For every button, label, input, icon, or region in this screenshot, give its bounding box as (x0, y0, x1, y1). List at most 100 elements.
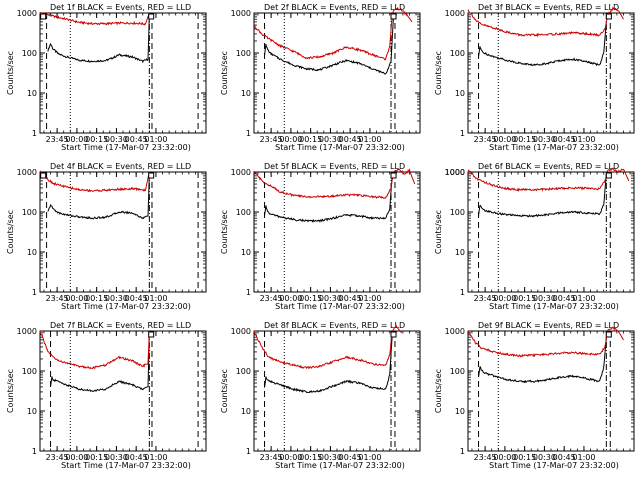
x-tick-label: 23:45 (46, 135, 69, 144)
y-tick-label: 1 (32, 447, 37, 456)
plot-frame (467, 12, 635, 134)
x-axis-label: Start Time (17-Mar-07 23:32:00) (275, 143, 405, 152)
y-tick-label: 100 (236, 208, 251, 217)
x-tick-label: 00:15 (513, 453, 536, 462)
x-tick-label: 00:30 (319, 453, 342, 462)
y-axis-label: Counts/sec (6, 51, 15, 95)
x-tick-label: 00:15 (513, 135, 536, 144)
x-tick-label: 00:15 (513, 294, 536, 303)
x-axis-label: Start Time (17-Mar-07 23:32:00) (489, 461, 619, 470)
plot-panel: Det 1f BLACK = Events, RED = LLD 1 10 100 10… (6, 3, 207, 152)
series-lld-line (467, 6, 624, 38)
x-axis-label: Start Time (17-Mar-07 23:32:00) (61, 461, 191, 470)
y-tick-label: 1000 (231, 9, 251, 18)
y-tick-label: 1000 (17, 168, 37, 177)
plot-title: Det 1f BLACK = Events, RED = LLD (50, 3, 191, 12)
series-events-line (478, 173, 607, 218)
x-tick-label: 00:30 (533, 294, 556, 303)
plot-frame (467, 330, 635, 452)
x-axis-label: Start Time (17-Mar-07 23:32:00) (61, 302, 191, 311)
x-axis-label: Start Time (17-Mar-07 23:32:00) (61, 143, 191, 152)
y-axis-label: Counts/sec (220, 51, 229, 95)
series-lld-line (467, 326, 624, 358)
x-tick-label: 23:45 (260, 135, 283, 144)
y-tick-label: 10 (455, 407, 465, 416)
y-tick-label: 100 (22, 367, 37, 376)
x-tick-label: 23:45 (260, 453, 283, 462)
y-tick-label: 1 (460, 288, 465, 297)
saa-marker (40, 13, 47, 20)
y-tick-label: 1 (32, 288, 37, 297)
y-tick-label: 10 (241, 248, 251, 257)
x-tick-label: 00:15 (85, 294, 108, 303)
x-tick-label: 00:30 (319, 294, 342, 303)
series-lld-line (253, 6, 413, 61)
y-tick-label: 100 (22, 208, 37, 217)
plot-title: Det 5f BLACK = Events, RED = LLD (264, 162, 405, 171)
x-tick-label: 00:15 (299, 453, 322, 462)
x-tick-label: 00:45 (125, 135, 148, 144)
plot-panel: Det 8f BLACK = Events, RED = LLD 1 10 100 10… (220, 321, 421, 470)
x-tick-label: 00:00 (493, 135, 516, 144)
saa-marker (390, 172, 397, 179)
x-tick-label: 01:00 (572, 453, 595, 462)
series-events-line (47, 173, 150, 220)
series-events-line (50, 332, 150, 393)
y-tick-label: 1000 (445, 327, 465, 336)
x-tick-label: 23:45 (474, 294, 497, 303)
y-tick-label: 100 (450, 208, 465, 217)
x-tick-label: 00:45 (553, 453, 576, 462)
x-tick-label: 00:30 (533, 135, 556, 144)
y-tick-label: 100 (236, 367, 251, 376)
x-tick-label: 00:45 (553, 294, 576, 303)
x-tick-label: 00:00 (65, 294, 88, 303)
y-axis-label: Counts/sec (434, 210, 443, 254)
x-tick-label: 01:00 (144, 135, 167, 144)
plot-title: Det 9f BLACK = Events, RED = LLD (478, 321, 619, 330)
y-tick-label: 10 (27, 89, 37, 98)
x-tick-label: 00:45 (339, 294, 362, 303)
x-axis-label: Start Time (17-Mar-07 23:32:00) (489, 302, 619, 311)
x-tick-label: 00:45 (553, 135, 576, 144)
x-tick-label: 00:15 (85, 453, 108, 462)
saa-marker (148, 172, 155, 179)
x-tick-label: 23:45 (46, 294, 69, 303)
series-events-line (264, 332, 393, 394)
y-tick-label: 10 (27, 248, 37, 257)
x-tick-label: 01:00 (572, 135, 595, 144)
plot-panel: Det 2f BLACK = Events, RED = LLD 1 10 100 10… (220, 3, 421, 152)
x-tick-label: 00:00 (279, 453, 302, 462)
saa-marker (605, 331, 612, 338)
y-tick-label: 1000 (231, 327, 251, 336)
x-tick-label: 00:30 (319, 135, 342, 144)
y-tick-label: 100 (450, 49, 465, 58)
series-lld-line (253, 168, 416, 199)
x-tick-label: 23:45 (46, 453, 69, 462)
x-tick-label: 00:00 (493, 453, 516, 462)
series-events-line (478, 21, 607, 67)
plot-title: Det 6f BLACK = Events, RED = LLD (478, 162, 619, 171)
x-tick-label: 23:45 (474, 453, 497, 462)
y-tick-label: 1 (460, 129, 465, 138)
y-tick-label: 1000 (231, 168, 251, 177)
series-lld-line (253, 324, 402, 370)
y-tick-label: 1000 (445, 9, 465, 18)
plot-title: Det 3f BLACK = Events, RED = LLD (478, 3, 619, 12)
saa-marker (390, 13, 397, 20)
series-events-line (264, 12, 395, 75)
plot-panel: Det 9f BLACK = Events, RED = LLD 1 10 100 10… (434, 321, 635, 470)
y-tick-label: 1000 (445, 168, 465, 177)
y-tick-label: 100 (22, 49, 37, 58)
y-tick-label: 1 (246, 129, 251, 138)
saa-marker (605, 172, 612, 179)
saa-marker (40, 172, 47, 179)
plot-panel: Det 5f BLACK = Events, RED = LLD 1 10 100 10… (220, 162, 421, 311)
series-lld-line (39, 11, 150, 26)
plot-frame (39, 330, 207, 452)
saa-marker (605, 13, 612, 20)
plot-frame (39, 12, 207, 134)
x-tick-label: 23:45 (474, 135, 497, 144)
x-tick-label: 00:30 (105, 453, 128, 462)
y-axis-label: Counts/sec (434, 369, 443, 413)
